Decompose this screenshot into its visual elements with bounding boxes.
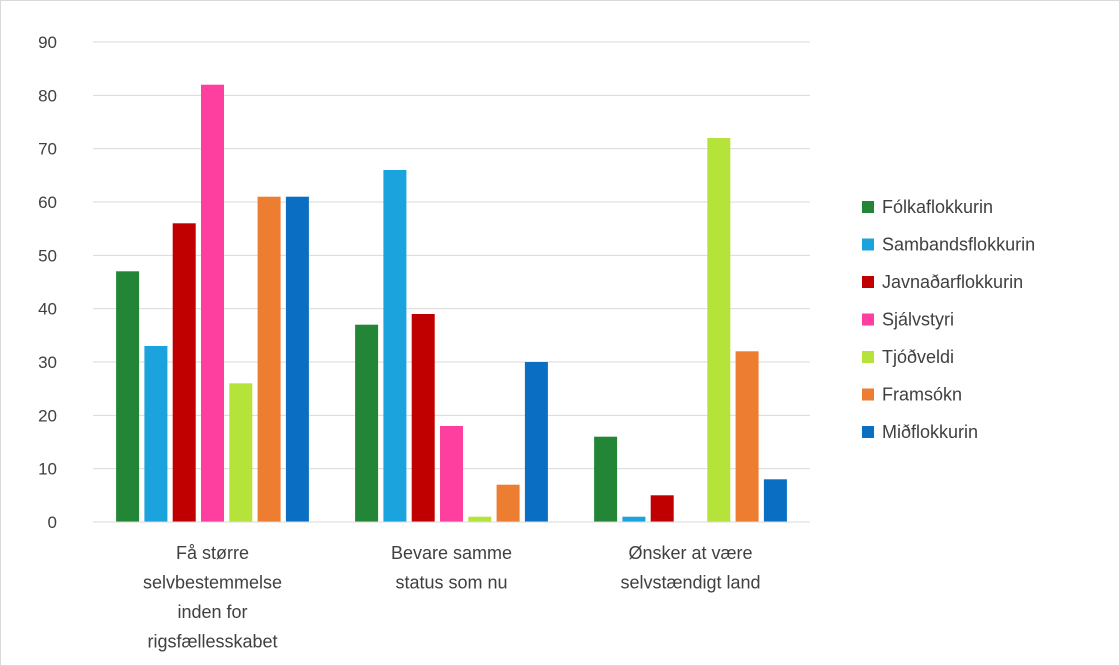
legend-label: Miðflokkurin [882, 422, 978, 442]
bar-framsókn-cat-3 [735, 351, 759, 522]
x-category-label: Få større [176, 543, 249, 563]
y-tick-label: 20 [38, 406, 57, 425]
bar-javnaðarflokkurin-cat-2 [411, 314, 435, 522]
y-tick-label: 10 [38, 460, 57, 479]
y-tick-label: 50 [38, 246, 57, 265]
y-tick-label: 90 [38, 33, 57, 52]
legend-swatch-tjóðveldi [862, 351, 874, 363]
y-tick-label: 40 [38, 300, 57, 319]
bar-sjálvstyri-cat-2 [440, 426, 463, 522]
legend-swatch-sjálvstyri [862, 313, 874, 326]
bar-sambandsflokkurin-cat-3 [622, 516, 646, 522]
legend-label: Sjálvstyri [882, 310, 954, 330]
bar-miðflokkurin-cat-3 [763, 479, 787, 522]
y-tick-label: 30 [38, 353, 57, 372]
legend-swatch-miðflokkurin [862, 426, 874, 438]
bar-framsókn-cat-2 [496, 484, 520, 522]
bar-sambandsflokkurin-cat-1 [144, 346, 168, 522]
legend-swatch-fólkaflokkurin [862, 201, 874, 213]
bar-sambandsflokkurin-cat-2 [383, 170, 407, 522]
legend-label: Tjóðveldi [882, 347, 954, 367]
bar-fólkaflokkurin-cat-2 [355, 324, 379, 522]
bar-miðflokkurin-cat-2 [524, 362, 548, 522]
x-category-label: selvbestemmelse [143, 573, 282, 593]
x-category-label: selvstændigt land [620, 573, 760, 593]
bar-tjóðveldi-cat-3 [707, 138, 731, 522]
x-category-label: rigsfællesskabet [147, 632, 277, 652]
x-category-label: Ønsker at være [628, 543, 752, 563]
y-tick-label: 80 [38, 86, 57, 105]
y-axis-tick-labels: 0 10 20 30 40 50 60 70 80 90 [38, 33, 57, 532]
bar-tjóðveldi-cat-2 [468, 516, 492, 522]
bar-series [116, 84, 787, 523]
legend-swatch-sambandsflokkurin [862, 238, 874, 251]
legend: Fólkaflokkurin Sambandsflokkurin Javnaðarf… [862, 197, 1035, 442]
bar-tjóðveldi-cat-1 [229, 383, 253, 522]
y-tick-label: 60 [38, 193, 57, 212]
gridlines [93, 41, 810, 470]
bar-fólkaflokkurin-cat-1 [116, 271, 140, 522]
y-tick-label: 0 [48, 513, 57, 532]
legend-label: Sambandsflokkurin [882, 235, 1035, 255]
x-category-label: inden for [177, 602, 247, 622]
legend-swatch-framsókn [862, 388, 874, 401]
bar-miðflokkurin-cat-1 [285, 196, 309, 522]
bar-sjálvstyri-cat-1 [201, 84, 224, 522]
legend-label: Fólkaflokkurin [882, 197, 993, 217]
legend-label: Framsókn [882, 385, 962, 405]
x-category-label: status som nu [395, 573, 507, 593]
legend-swatch-javnaðarflokkurin [862, 276, 874, 288]
bar-javnaðarflokkurin-cat-3 [650, 495, 674, 522]
y-tick-label: 70 [38, 140, 57, 159]
x-axis-category-labels: Få større selvbestemmelse inden for rigsfæl… [143, 543, 761, 652]
x-category-label: Bevare samme [391, 543, 512, 563]
bar-javnaðarflokkurin-cat-1 [172, 223, 196, 523]
bar-fólkaflokkurin-cat-3 [594, 436, 618, 522]
bar-framsókn-cat-1 [257, 196, 281, 522]
legend-label: Javnaðarflokkurin [882, 272, 1023, 292]
